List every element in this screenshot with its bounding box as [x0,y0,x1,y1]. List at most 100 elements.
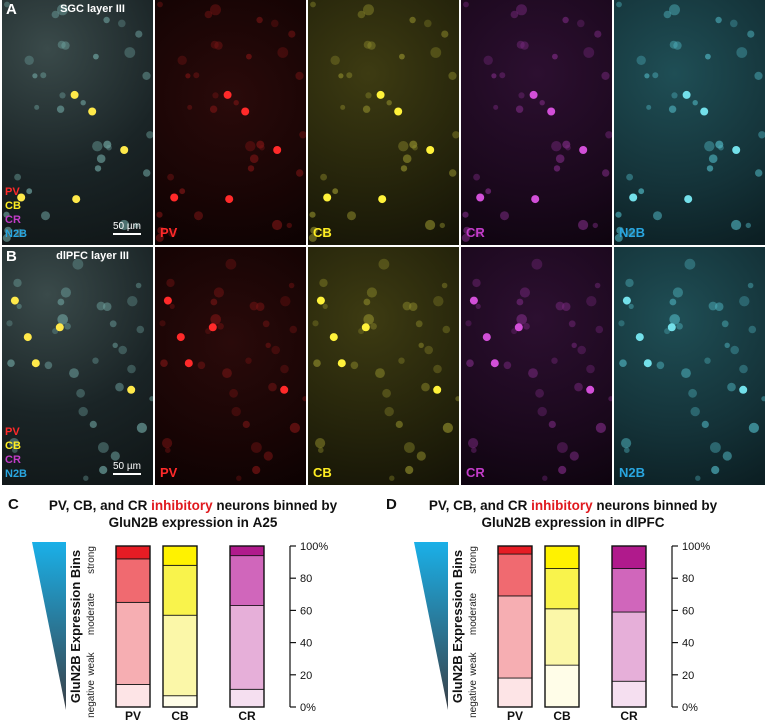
cell-body [57,314,68,325]
cell-body [535,388,544,398]
cell-body [594,282,601,289]
cell-body [222,368,232,378]
cell-body [366,287,377,298]
chart-d-title-region: dlPFC [625,515,665,530]
cell-body [262,320,270,328]
cell-body [515,105,524,113]
cell-body [688,388,697,398]
labeled-neuron [394,107,403,116]
micrograph-a-cr: CR [461,0,612,245]
cell-body [669,314,680,325]
cell-body [628,303,634,309]
bar-segment-pv-negative [497,677,533,708]
cell-body [669,298,677,306]
y-tick-label: 0% [682,702,698,714]
y-tick-label: 60 [682,605,694,617]
cell-body [754,71,763,80]
cell-body [160,359,168,367]
cell-body [586,364,595,374]
scale-bar-line [113,473,141,475]
channel-label-n2b: N2B [619,465,646,480]
cell-body [363,314,374,325]
cell-body [165,447,171,453]
cell-body [386,100,392,106]
cell-body [493,104,499,110]
cell-body [64,323,71,330]
channel-legend-pv: PV [5,426,20,438]
cell-body [472,278,481,288]
cell-body [363,40,372,49]
cell-body [592,222,598,229]
labeled-neuron [433,385,442,394]
cell-body [330,55,340,65]
labeled-neuron [70,90,79,99]
cell-body [568,320,576,328]
channel-label-pv: PV [160,225,178,240]
labeled-neuron [176,333,185,342]
cell-body [332,188,339,195]
cell-body [652,72,659,79]
cell-body [256,16,263,24]
cell-body [157,226,165,235]
cell-body [362,105,371,113]
cell-body [553,165,561,172]
bar-segment-cb-moderate [162,564,198,616]
cell-body [542,475,548,481]
cell-body [730,19,738,28]
cell-body [80,100,86,106]
cell-body [375,368,385,378]
bin-label-moderate: moderate [86,592,97,635]
cell-body [516,314,527,325]
labeled-neuron [682,90,691,99]
cell-body [357,10,366,19]
labeled-neuron [323,193,332,202]
cell-body [669,40,678,49]
cell-body [193,72,200,79]
cell-body [157,1,163,8]
cell-body [468,438,479,449]
cell-body [551,141,562,152]
cell-body [748,422,759,433]
cell-body [321,228,330,238]
cell-body [684,258,696,270]
category-label-cb: CB [171,709,189,723]
cell-body [119,219,130,231]
chart-c-title-region: A25 [252,515,278,530]
cell-body [363,4,374,16]
cell-body [103,16,110,24]
bar-segment-cb-moderate [544,568,580,610]
labeled-neuron [280,385,289,394]
cell-body [179,188,186,195]
cell-body [747,30,755,38]
cell-body [475,303,481,309]
cell-body [491,73,497,79]
labeled-neuron [88,107,97,116]
cell-body [210,298,218,306]
bar-outline-cr [611,545,647,708]
cell-body [408,302,418,311]
cell-body [500,211,509,221]
cell-body [338,73,344,79]
cell-body [236,475,242,481]
cell-body [3,211,10,218]
cell-body [242,420,250,428]
cell-body [103,140,112,149]
labeled-neuron [700,107,709,116]
cell-body [676,323,683,330]
channel-label-n2b: N2B [619,225,646,240]
chart-c-title-part: neurons binned by [212,498,338,513]
scale-bar-line [113,233,141,235]
cell-body [251,442,262,453]
cell-body [595,325,604,334]
cell-body [577,19,585,28]
y-tick-label: 80 [682,573,694,585]
cell-body [110,451,120,461]
bin-label-weak: weak [86,651,97,676]
cell-body [24,55,34,65]
cell-body [271,345,280,355]
cell-body [56,105,65,113]
micrograph-a-cb: CB [308,0,459,245]
labeled-neuron [376,90,385,99]
cell-body [162,438,173,449]
